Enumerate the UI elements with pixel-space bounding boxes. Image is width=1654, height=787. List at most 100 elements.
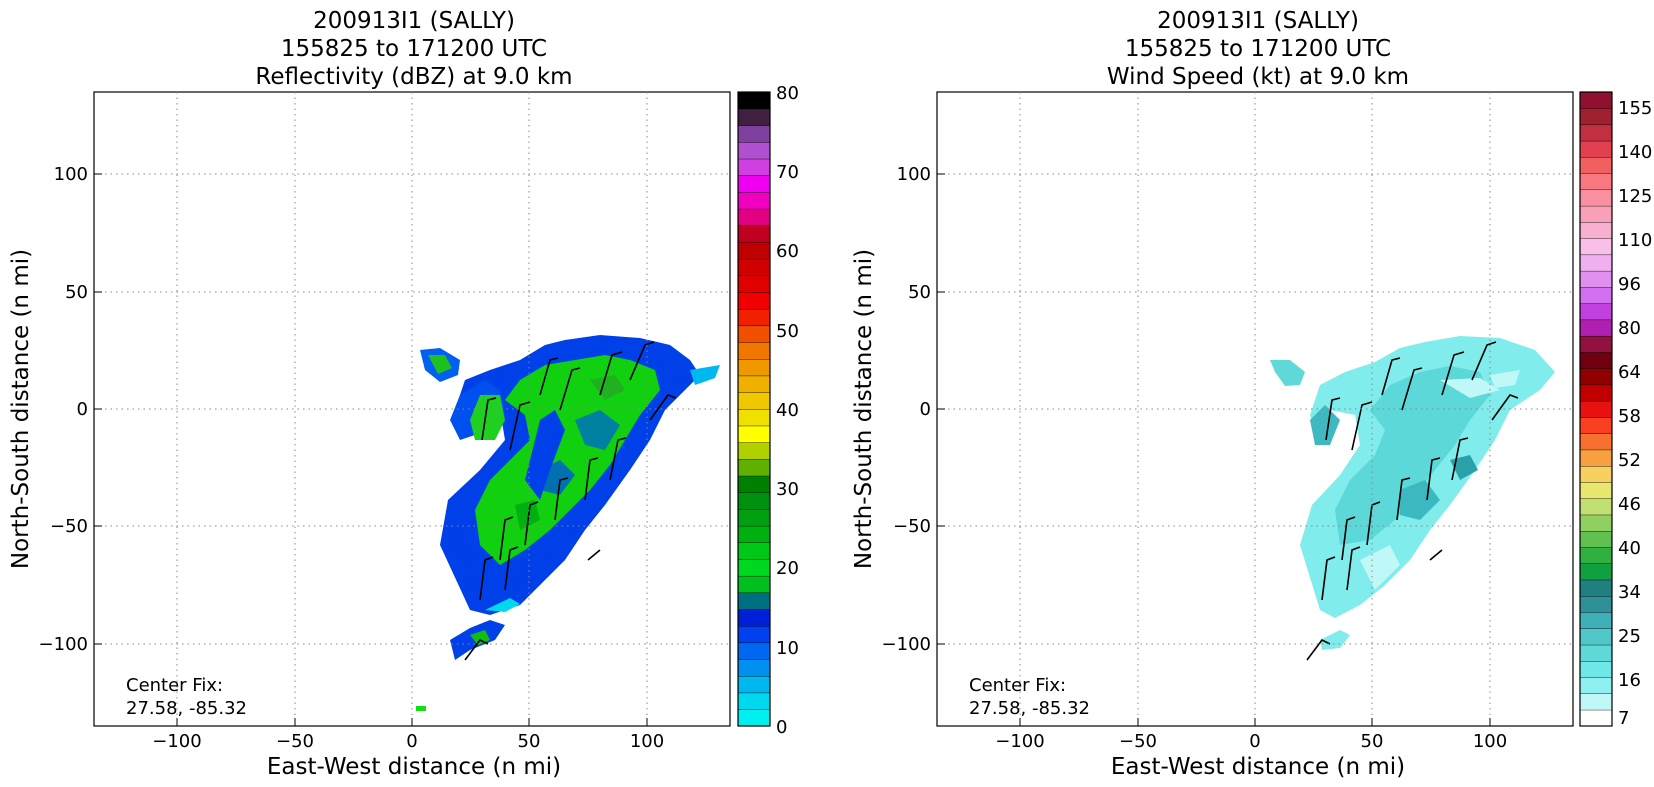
colorbar-swatch xyxy=(1579,368,1613,386)
colorbar-swatch xyxy=(737,191,771,210)
center-fix-value: 27.58, -85.32 xyxy=(126,698,247,719)
title-line-3: Wind Speed (kt) at 9.0 km xyxy=(1107,64,1409,90)
colorbar-swatch xyxy=(1579,91,1613,109)
title-line-1: 200913I1 (SALLY) xyxy=(1157,8,1359,34)
colorbar-swatch xyxy=(737,575,771,594)
colorbar-label: 20 xyxy=(776,558,799,579)
colorbar-swatch xyxy=(737,241,771,260)
colorbar-swatch xyxy=(737,375,771,393)
colorbar-label: 64 xyxy=(1618,362,1641,383)
colorbar-swatch xyxy=(1579,189,1613,207)
axis-ticks xyxy=(937,173,1491,726)
colorbar-swatch xyxy=(1579,709,1613,727)
colorbar-swatch xyxy=(737,292,771,310)
y-axis-label: North-South distance (n mi) xyxy=(851,249,877,569)
colorbar-swatch xyxy=(1579,595,1613,613)
colorbar-swatch xyxy=(737,675,771,694)
colorbar-swatch xyxy=(737,358,771,377)
wind-barbs xyxy=(464,341,677,661)
colorbar-swatch xyxy=(737,258,771,277)
panel-reflectivity: 200913I1 (SALLY) 155825 to 171200 UTC Re… xyxy=(8,8,799,780)
colorbar-tick-labels: 155 140 125 110 96 80 64 58 52 46 40 34 … xyxy=(1618,98,1652,729)
y-tick-label: 100 xyxy=(54,164,88,185)
colorbar-label: 7 xyxy=(1618,708,1629,729)
colorbar-label: 0 xyxy=(776,717,787,738)
colorbar-swatch xyxy=(737,275,771,293)
center-fix-label: Center Fix: xyxy=(126,675,223,696)
colorbar-swatch xyxy=(1579,644,1613,662)
colorbar-swatch xyxy=(1579,254,1613,272)
center-fix-label: Center Fix: xyxy=(969,675,1066,696)
colorbar-swatch xyxy=(1579,498,1613,516)
colorbar-swatch xyxy=(1579,563,1613,581)
colorbar xyxy=(737,91,771,727)
colorbar-swatch xyxy=(737,458,771,477)
x-tick-label: −100 xyxy=(152,731,201,752)
x-tick-label: 50 xyxy=(518,731,541,752)
colorbar-swatch xyxy=(1579,660,1613,678)
y-tick-label: 100 xyxy=(897,164,931,185)
colorbar-label: 16 xyxy=(1618,670,1641,691)
x-tick-label: 50 xyxy=(1361,731,1384,752)
title-line-2: 155825 to 171200 UTC xyxy=(281,36,547,62)
title-line-1: 200913I1 (SALLY) xyxy=(313,8,515,34)
colorbar-swatch xyxy=(737,158,771,176)
colorbar-swatch xyxy=(737,492,771,510)
colorbar-label: 125 xyxy=(1618,186,1652,207)
colorbar-label: 70 xyxy=(776,162,799,183)
y-tick-label: 50 xyxy=(65,282,88,303)
x-axis-label: East-West distance (n mi) xyxy=(267,754,561,780)
axis-ticks xyxy=(94,173,648,726)
colorbar-swatch xyxy=(1579,286,1613,304)
y-tick-label: −50 xyxy=(50,516,88,537)
colorbar-swatch xyxy=(1579,124,1613,142)
grid xyxy=(94,92,730,726)
colorbar-swatch xyxy=(1579,449,1613,467)
title-line-2: 155825 to 171200 UTC xyxy=(1125,36,1391,62)
y-tick-label: 50 xyxy=(908,282,931,303)
colorbar-frame xyxy=(1579,91,1613,727)
x-tick-label: 100 xyxy=(630,731,664,752)
colorbar-swatch xyxy=(737,642,771,660)
colorbar-frame xyxy=(737,91,771,727)
colorbar-swatch xyxy=(737,91,771,110)
colorbar-swatch xyxy=(737,408,771,427)
colorbar-label: 140 xyxy=(1618,142,1652,163)
colorbar-swatch xyxy=(737,525,771,543)
colorbar-swatch xyxy=(1579,546,1613,564)
y-tick-label: 0 xyxy=(77,399,88,420)
title-line-3: Reflectivity (dBZ) at 9.0 km xyxy=(255,64,572,90)
colorbar-label: 60 xyxy=(776,241,799,262)
colorbar-label: 155 xyxy=(1618,98,1652,119)
colorbar-swatch xyxy=(737,558,771,577)
colorbar-swatch xyxy=(1579,612,1613,629)
colorbar-swatch xyxy=(737,225,771,243)
colorbar-swatch xyxy=(737,542,771,560)
colorbar-swatch xyxy=(737,442,771,460)
x-tick-labels: −100 −50 0 50 100 xyxy=(152,731,664,752)
colorbar-swatch xyxy=(1579,156,1613,174)
colorbar-swatch xyxy=(737,141,771,160)
colorbar-swatch xyxy=(1579,303,1613,321)
colorbar-swatch xyxy=(1579,173,1613,191)
colorbar-swatch xyxy=(1579,221,1613,239)
colorbar-swatch xyxy=(1579,530,1613,548)
x-tick-label: −50 xyxy=(1119,731,1157,752)
colorbar-swatch xyxy=(1579,140,1613,158)
colorbar-swatch xyxy=(737,392,771,410)
colorbar-label: 46 xyxy=(1618,494,1641,515)
colorbar-label: 10 xyxy=(776,638,799,659)
colorbar-label: 52 xyxy=(1618,450,1641,471)
colorbar-label: 30 xyxy=(776,479,799,500)
colorbar-label: 40 xyxy=(1618,538,1641,559)
colorbar-swatch xyxy=(737,325,771,343)
windspeed-field xyxy=(1270,336,1555,650)
colorbar-label: 80 xyxy=(776,83,799,104)
y-axis-label: North-South distance (n mi) xyxy=(8,249,34,569)
colorbar-swatch xyxy=(737,308,771,327)
colorbar-tick-labels: 0 10 20 30 40 50 60 70 80 xyxy=(776,83,799,738)
colorbar-swatch xyxy=(1579,319,1613,337)
x-tick-label: −100 xyxy=(995,731,1044,752)
colorbar-swatch xyxy=(1579,514,1613,532)
colorbar-swatch xyxy=(737,175,771,193)
